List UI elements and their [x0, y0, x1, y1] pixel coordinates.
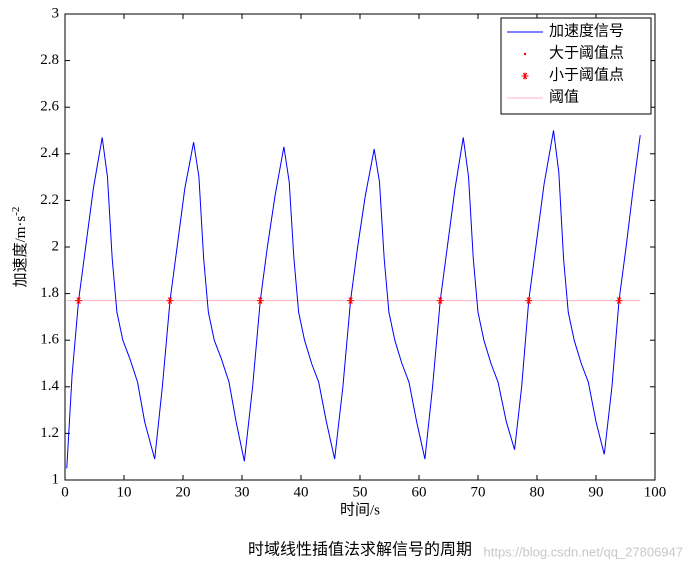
- y-tick-label: 1.4: [40, 378, 59, 394]
- y-tick-label: 2.4: [40, 145, 59, 161]
- x-tick-label: 10: [117, 484, 132, 500]
- x-tick-label: 40: [294, 484, 309, 500]
- legend-label: 阈值: [549, 88, 579, 105]
- star-marker: [615, 297, 623, 305]
- star-marker: [256, 297, 264, 305]
- y-tick-label: 2: [52, 238, 60, 254]
- watermark: https://blog.csdn.net/qq_27806947: [484, 544, 684, 559]
- series-line: [66, 130, 641, 469]
- caption: 时域线性插值法求解信号的周期: [248, 541, 472, 559]
- legend-swatch: [523, 52, 527, 56]
- x-tick-label: 30: [235, 484, 250, 500]
- star-marker: [75, 297, 83, 305]
- x-tick-label: 70: [471, 484, 486, 500]
- x-tick-label: 90: [589, 484, 604, 500]
- star-marker: [436, 297, 444, 305]
- legend-label: 大于阈值点: [549, 44, 624, 61]
- x-tick-label: 0: [61, 484, 69, 500]
- y-label-text: 加速度/m·s: [12, 216, 29, 288]
- axes-box: [64, 13, 656, 481]
- x-tick-label: 20: [176, 484, 191, 500]
- star-marker: [166, 297, 174, 305]
- legend-label: 小于阈值点: [549, 66, 624, 83]
- y-tick-label: 1.8: [40, 285, 59, 301]
- x-axis-label: 时间/s: [340, 501, 380, 518]
- x-tick-label: 60: [412, 484, 427, 500]
- y-tick-label: 3: [52, 5, 60, 21]
- x-tick-label: 50: [353, 484, 368, 500]
- y-axis-label: 加速度/m·s-2: [10, 207, 30, 288]
- y-tick-label: 2.8: [40, 52, 59, 68]
- y-tick-label: 2.2: [40, 192, 59, 208]
- star-marker: [347, 297, 355, 305]
- y-label-sup: -2: [10, 207, 22, 216]
- y-tick-label: 2.6: [40, 99, 59, 115]
- y-tick-label: 1: [52, 471, 60, 487]
- y-tick-label: 1.2: [40, 425, 59, 441]
- x-tick-label: 100: [644, 484, 667, 500]
- star-marker: [525, 297, 533, 305]
- legend-swatch: [521, 72, 529, 80]
- legend-label: 加速度信号: [549, 22, 624, 39]
- y-tick-label: 1.6: [40, 332, 59, 348]
- x-tick-label: 80: [530, 484, 545, 500]
